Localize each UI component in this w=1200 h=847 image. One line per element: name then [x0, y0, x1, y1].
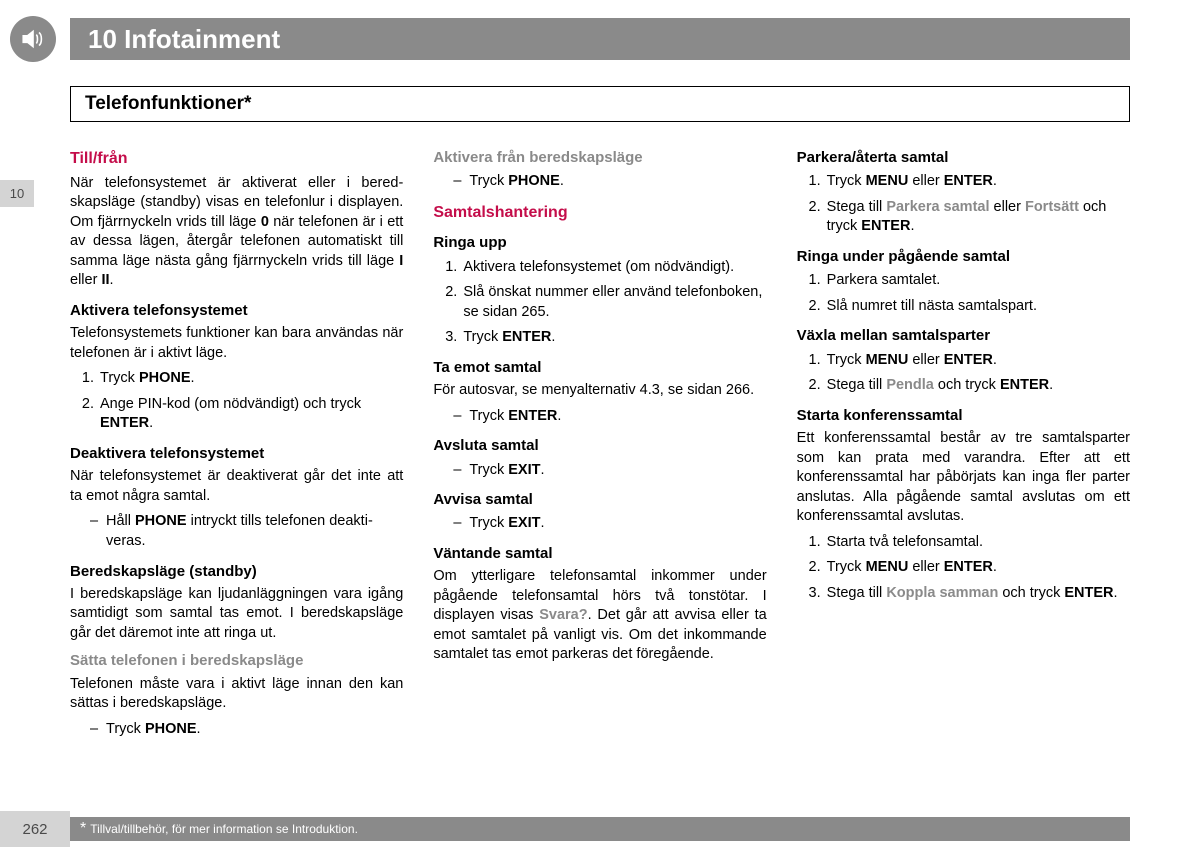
footer: 262 *Tillval/tillbehör, för mer informat…	[0, 811, 1200, 847]
heading-avsluta: Avsluta samtal	[433, 436, 766, 456]
para: I beredskapsläge kan ljudanläggningen va…	[70, 585, 403, 644]
list-item: Stega till Koppla samman och tryck ENTER…	[825, 584, 1130, 604]
para: När telefonsystemet är aktiverat eller i…	[70, 174, 403, 291]
heading-avvisa: Avvisa samtal	[433, 490, 766, 510]
section-title-box: Telefonfunktioner*	[70, 86, 1130, 122]
heading-parkera: Parkera/återta samtal	[797, 148, 1130, 168]
list-item: Tryck EXIT.	[453, 514, 766, 534]
para: Om ytterligare telefonsamtal inkommer un…	[433, 567, 766, 665]
list-item: Starta två telefonsamtal.	[825, 533, 1130, 553]
list-item: Parkera samtalet.	[825, 271, 1130, 291]
ordered-list: Tryck MENU eller ENTER. Stega till Pendl…	[797, 351, 1130, 396]
dash-list: Tryck EXIT.	[433, 461, 766, 481]
list-item: Tryck MENU eller ENTER.	[825, 172, 1130, 192]
column-2: Aktivera från beredskapsläge Tryck PHONE…	[433, 148, 766, 745]
ordered-list: Aktivera telefonsystemet (om nödvändigt)…	[433, 258, 766, 348]
chapter-tab: 10	[0, 180, 34, 207]
list-item: Stega till Pendla och tryck ENTER.	[825, 376, 1130, 396]
list-item: Tryck MENU eller ENTER.	[825, 558, 1130, 578]
list-item: Tryck PHONE.	[453, 172, 766, 192]
heading-ringa-under: Ringa under pågående samtal	[797, 247, 1130, 267]
list-item: Aktivera telefonsystemet (om nödvändigt)…	[461, 258, 766, 278]
heading-aktivera-beredskap: Aktivera från beredskapsläge	[433, 148, 766, 168]
list-item: Tryck ENTER.	[453, 407, 766, 427]
ordered-list: Parkera samtalet. Slå numret till nästa …	[797, 271, 1130, 316]
heading-vantande: Väntande samtal	[433, 544, 766, 564]
list-item: Tryck PHONE.	[98, 369, 403, 389]
heading-ta-emot: Ta emot samtal	[433, 358, 766, 378]
speaker-icon	[10, 16, 56, 62]
content-columns: Till/från När telefonsystemet är aktiver…	[70, 148, 1130, 745]
footer-note: *Tillval/tillbehör, för mer information …	[70, 817, 1130, 841]
heading-beredskap: Beredskapsläge (standby)	[70, 562, 403, 582]
ordered-list: Tryck MENU eller ENTER. Stega till Parke…	[797, 172, 1130, 237]
heading-deaktivera: Deaktivera telefonsystemet	[70, 444, 403, 464]
list-item: Stega till Parkera samtal eller Fortsätt…	[825, 198, 1130, 237]
column-3: Parkera/återta samtal Tryck MENU eller E…	[797, 148, 1130, 745]
dash-list: Tryck PHONE.	[433, 172, 766, 192]
list-item: Tryck ENTER.	[461, 328, 766, 348]
column-1: Till/från När telefonsystemet är aktiver…	[70, 148, 403, 745]
heading-starta-konferens: Starta konferenssamtal	[797, 406, 1130, 426]
dash-list: Tryck EXIT.	[433, 514, 766, 534]
chapter-title: 10 Infotainment	[88, 24, 280, 55]
para: Telefonen måste vara i aktivt läge innan…	[70, 675, 403, 714]
heading-samtalshantering: Samtalshantering	[433, 202, 766, 224]
page-number: 262	[0, 811, 70, 847]
list-item: Slå numret till nästa samtalspart.	[825, 297, 1130, 317]
heading-satta-beredskap: Sätta telefonen i beredskapsläge	[70, 651, 403, 671]
heading-aktivera: Aktivera telefonsystemet	[70, 301, 403, 321]
list-item: Tryck EXIT.	[453, 461, 766, 481]
ordered-list: Starta två telefonsamtal. Tryck MENU ell…	[797, 533, 1130, 604]
heading-ringa-upp: Ringa upp	[433, 233, 766, 253]
dash-list: Tryck ENTER.	[433, 407, 766, 427]
dash-list: Håll PHONE intryckt tills telefonen deak…	[70, 512, 403, 551]
para: För autosvar, se menyalternativ 4.3, se …	[433, 381, 766, 401]
ordered-list: Tryck PHONE. Ange PIN-kod (om nödvändigt…	[70, 369, 403, 434]
list-item: Håll PHONE intryckt tills telefonen deak…	[90, 512, 403, 551]
dash-list: Tryck PHONE.	[70, 720, 403, 740]
list-item: Slå önskat nummer eller använd telefon­b…	[461, 283, 766, 322]
list-item: Tryck PHONE.	[90, 720, 403, 740]
heading-till-fran: Till/från	[70, 148, 403, 170]
para: Ett konferenssamtal består av tre samtal…	[797, 429, 1130, 527]
list-item: Tryck MENU eller ENTER.	[825, 351, 1130, 371]
header-bar: 10 Infotainment	[70, 18, 1130, 60]
heading-vaxla: Växla mellan samtalsparter	[797, 326, 1130, 346]
para: När telefonsystemet är deaktiverat går d…	[70, 467, 403, 506]
section-title: Telefonfunktioner*	[71, 87, 1129, 121]
para: Telefonsystemets funktioner kan bara anv…	[70, 324, 403, 363]
list-item: Ange PIN-kod (om nödvändigt) och tryck E…	[98, 395, 403, 434]
